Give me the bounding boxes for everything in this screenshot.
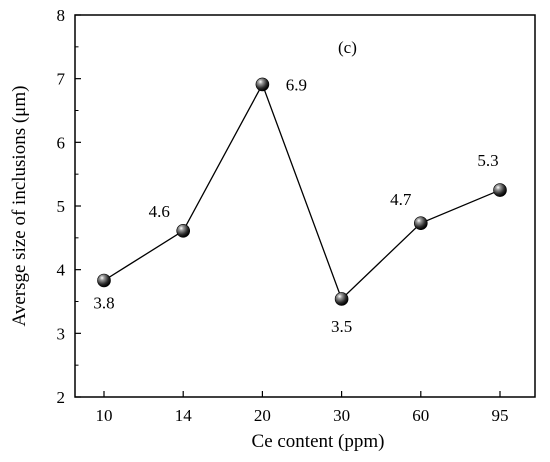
data-point (97, 273, 111, 288)
data-label: 5.3 (477, 151, 498, 170)
data-point (176, 224, 190, 238)
data-point (413, 216, 428, 230)
y-tick-label: 4 (57, 261, 66, 280)
y-tick-label: 8 (57, 6, 66, 25)
y-tick-label: 7 (57, 70, 66, 89)
y-axis: 2 3 4 5 6 7 8 (57, 6, 81, 407)
data-point (493, 183, 507, 197)
x-axis: 10 14 20 30 60 95 (96, 391, 509, 425)
data-point (255, 77, 270, 92)
x-tick-label: 10 (96, 406, 113, 425)
data-label: 4.6 (149, 202, 170, 221)
panel-label: (c) (338, 38, 357, 57)
data-label: 3.8 (93, 293, 114, 312)
x-tick-label: 20 (254, 406, 271, 425)
x-tick-label: 14 (175, 406, 193, 425)
data-points (97, 77, 507, 306)
y-tick-label: 3 (57, 324, 66, 343)
x-tick-label: 60 (412, 406, 429, 425)
y-tick-label: 2 (57, 388, 66, 407)
data-label: 4.7 (390, 190, 412, 209)
plot-frame (74, 14, 536, 398)
x-axis-title: Ce content (ppm) (252, 431, 385, 452)
data-label: 3.5 (331, 317, 352, 336)
series-line (103, 82, 501, 301)
y-axis-title: Aversge size of inclusions (μm) (9, 86, 30, 327)
x-tick-label: 95 (492, 406, 509, 425)
x-tick-label: 30 (333, 406, 350, 425)
data-labels: 3.8 4.6 6.9 3.5 4.7 5.3 (93, 75, 498, 336)
data-label: 6.9 (286, 75, 307, 94)
y-tick-label: 5 (57, 197, 66, 216)
y-tick-label: 6 (57, 133, 66, 152)
data-point (334, 292, 349, 306)
